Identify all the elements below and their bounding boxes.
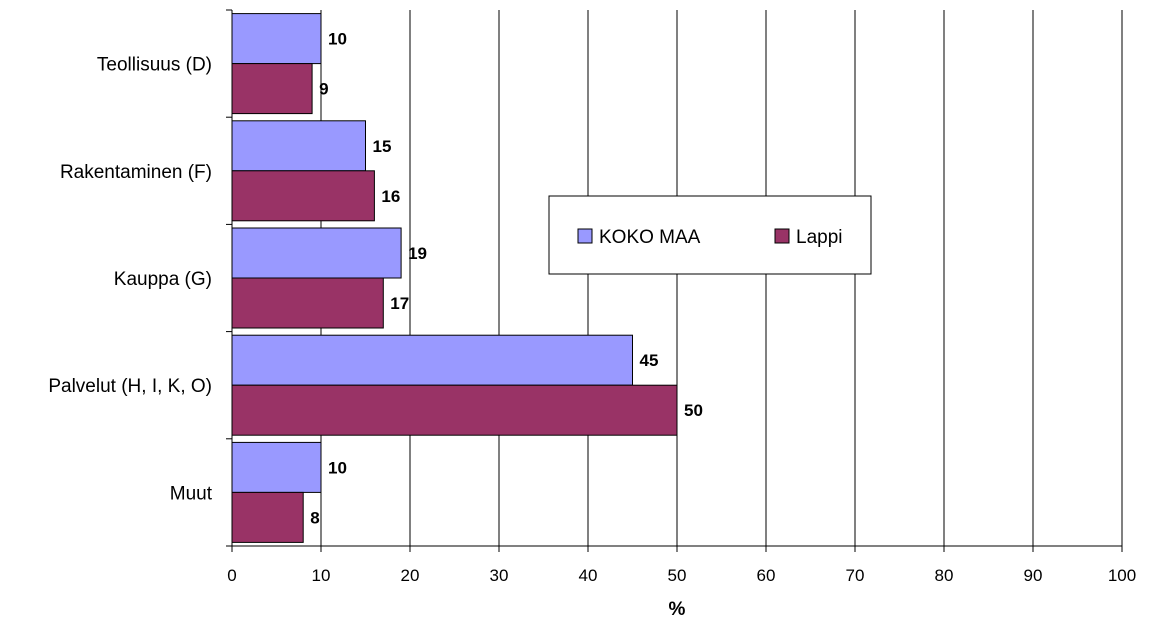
legend-swatch <box>774 228 790 244</box>
x-tick-label: 30 <box>490 566 509 585</box>
bar <box>231 63 313 115</box>
x-tick-label: 0 <box>227 566 236 585</box>
x-tick-label: 80 <box>935 566 954 585</box>
bar <box>231 170 375 222</box>
bar <box>231 441 322 493</box>
value-label: 10 <box>328 30 347 49</box>
legend-label: Lappi <box>796 227 843 248</box>
grid-lines <box>320 10 1123 546</box>
x-tick-label: 70 <box>846 566 865 585</box>
value-label: 15 <box>373 137 392 156</box>
value-label: 17 <box>390 294 409 313</box>
x-tick-label: 90 <box>1024 566 1043 585</box>
value-label: 9 <box>319 80 328 99</box>
bar <box>231 120 366 172</box>
value-label: 16 <box>381 187 400 206</box>
category-label: Rakentaminen (F) <box>60 162 212 183</box>
x-tick-label: 40 <box>579 566 598 585</box>
labels: 0 10 20 30 40 50 60 70 80 90 100 Teollisuus (D) 10 9 R… <box>48 30 1136 585</box>
x-tick-label: 60 <box>757 566 776 585</box>
bars <box>231 13 678 543</box>
bar <box>231 491 304 543</box>
legend: KOKO MAA Lappi <box>548 195 872 275</box>
value-label: 45 <box>640 351 659 370</box>
legend-swatch <box>577 228 593 244</box>
bar <box>231 277 384 329</box>
x-tick-label: 20 <box>401 566 420 585</box>
legend-box <box>548 195 872 275</box>
axes <box>226 9 1123 552</box>
legend-label: KOKO MAA <box>599 227 701 248</box>
value-label: 19 <box>408 244 427 263</box>
x-tick-label: 10 <box>312 566 331 585</box>
category-label: Palvelut (H, I, K, O) <box>48 376 212 397</box>
category-label: Teollisuus (D) <box>97 55 212 76</box>
value-label: 10 <box>328 458 347 477</box>
x-tick-label: 100 <box>1108 566 1136 585</box>
value-label: 50 <box>684 401 703 420</box>
x-tick-label: 50 <box>668 566 687 585</box>
bar <box>231 334 633 386</box>
bar <box>231 384 678 436</box>
category-label: Muut <box>170 483 213 504</box>
value-label: 8 <box>310 508 319 527</box>
bar <box>231 13 322 65</box>
bar <box>231 227 402 279</box>
category-label: Kauppa (G) <box>114 269 212 290</box>
x-axis-title: % <box>669 599 686 620</box>
